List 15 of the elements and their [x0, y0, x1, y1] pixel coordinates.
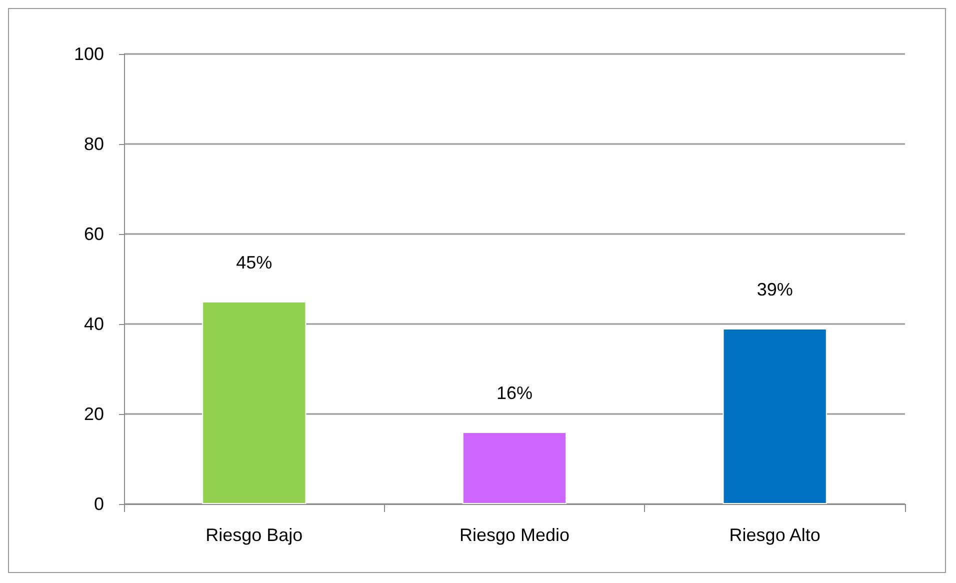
x-tick-label: Riesgo Bajo: [206, 525, 303, 545]
bar: [462, 432, 567, 504]
y-tick-label: 80: [84, 134, 104, 154]
y-tick-label: 100: [74, 44, 104, 64]
y-tick-label: 20: [84, 404, 104, 424]
bar: [202, 302, 306, 504]
data-label: 45%: [236, 252, 272, 272]
y-tick-label: 40: [84, 314, 104, 334]
data-label: 39%: [756, 280, 793, 300]
x-tick-label: Riesgo Medio: [459, 525, 570, 545]
bar: [722, 328, 827, 504]
y-tick-label: 0: [94, 494, 104, 514]
y-tick-label: 60: [84, 224, 104, 244]
data-label: 16%: [496, 383, 533, 403]
x-tick-label: Riesgo Alto: [729, 525, 820, 545]
